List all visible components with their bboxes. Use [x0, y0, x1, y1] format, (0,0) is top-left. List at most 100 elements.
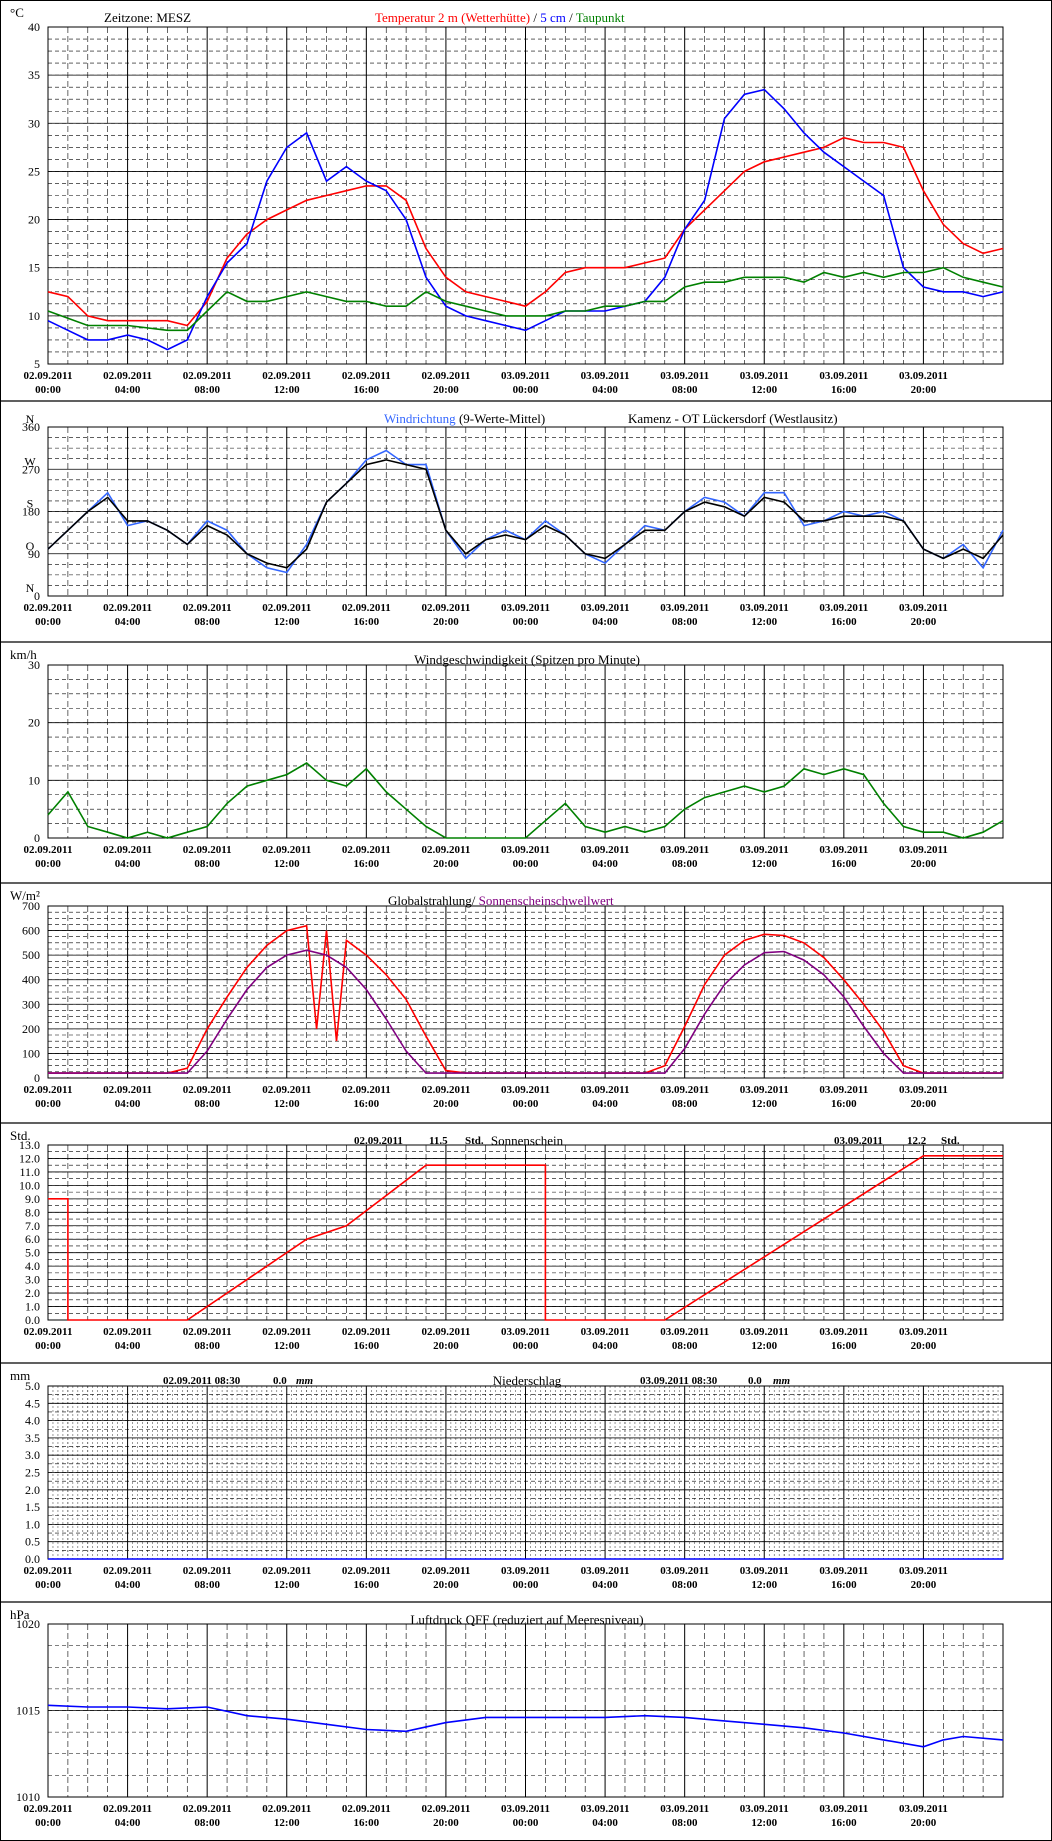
y-tick-label: 5	[34, 357, 40, 371]
x-tick-date: 03.09.2011	[501, 1326, 550, 1338]
x-tick-time: 00:00	[513, 384, 539, 396]
x-tick-date: 02.09.2011	[342, 1565, 391, 1577]
y-tick-label: 1015	[16, 1704, 40, 1718]
x-tick-date: 02.09.2011	[24, 370, 73, 382]
unit-label: hPa	[10, 1607, 30, 1622]
x-tick-time: 16:00	[831, 616, 857, 628]
chart-title-part: /	[530, 10, 540, 25]
x-tick-time: 20:00	[433, 858, 459, 870]
compass-label: N	[26, 581, 35, 595]
y-tick-label: 700	[22, 899, 40, 913]
x-tick-date: 03.09.2011	[740, 1803, 789, 1815]
x-tick-date: 02.09.2011	[103, 1803, 152, 1815]
x-tick-date: 03.09.2011	[581, 1084, 630, 1096]
x-tick-time: 00:00	[35, 1098, 61, 1110]
x-tick-time: 04:00	[592, 1579, 618, 1591]
x-tick-date: 03.09.2011	[740, 844, 789, 856]
x-tick-date: 02.09.2011	[421, 370, 470, 382]
y-tick-label: 400	[22, 973, 40, 987]
x-tick-date: 03.09.2011	[501, 370, 550, 382]
x-tick-time: 08:00	[672, 1098, 698, 1110]
x-tick-date: 02.09.2011	[103, 370, 152, 382]
series-line-pressure-0	[47, 1704, 1004, 1748]
y-tick-label: 300	[22, 997, 40, 1011]
x-tick-date: 03.09.2011	[501, 1565, 550, 1577]
x-tick-time: 08:00	[194, 1340, 220, 1352]
y-tick-label: 10	[28, 309, 40, 323]
x-tick-date: 03.09.2011	[899, 1803, 948, 1815]
x-tick-time: 00:00	[513, 858, 539, 870]
summary-date: 02.09.2011	[354, 1135, 403, 1147]
y-tick-label: 1020	[16, 1617, 40, 1631]
x-tick-time: 12:00	[274, 1579, 300, 1591]
x-tick-time: 20:00	[911, 858, 937, 870]
x-tick-time: 08:00	[194, 1579, 220, 1591]
x-tick-date: 02.09.2011	[262, 1565, 311, 1577]
x-tick-time: 04:00	[592, 1340, 618, 1352]
y-tick-label: 1010	[16, 1790, 40, 1804]
x-tick-date: 02.09.2011	[421, 1565, 470, 1577]
panel-precipitation: 0.00.51.01.52.02.53.03.54.04.55.0mm Niede…	[0, 1368, 1052, 1603]
y-tick-label: 180	[22, 505, 40, 519]
y-tick-label: 30	[28, 658, 40, 672]
y-tick-label: 5.0	[25, 1246, 40, 1260]
x-tick-date: 02.09.2011	[24, 1326, 73, 1338]
y-tick-label: 5.0	[25, 1379, 40, 1393]
x-tick-date: 03.09.2011	[899, 1565, 948, 1577]
x-tick-time: 04:00	[592, 1098, 618, 1110]
x-tick-time: 00:00	[513, 616, 539, 628]
x-tick-time: 16:00	[831, 1579, 857, 1591]
y-tick-label: 30	[28, 116, 40, 130]
x-tick-date: 03.09.2011	[740, 602, 789, 614]
x-tick-time: 16:00	[353, 1579, 379, 1591]
x-tick-time: 08:00	[672, 858, 698, 870]
summary-date: 03.09.2011 08:30	[640, 1375, 718, 1387]
x-tick-date: 03.09.2011	[581, 1803, 630, 1815]
x-tick-date: 03.09.2011	[899, 602, 948, 614]
x-tick-time: 00:00	[513, 1817, 539, 1829]
x-tick-date: 02.09.2011	[421, 1326, 470, 1338]
x-tick-date: 02.09.2011	[342, 1803, 391, 1815]
x-tick-date: 02.09.2011	[342, 370, 391, 382]
x-tick-date: 03.09.2011	[740, 1565, 789, 1577]
chart-title-part: Temperatur 2 m (Wetterhütte)	[375, 10, 530, 25]
y-tick-label: 4.5	[25, 1396, 40, 1410]
compass-label: S	[27, 497, 34, 511]
x-tick-time: 00:00	[513, 1098, 539, 1110]
x-tick-date: 03.09.2011	[581, 1565, 630, 1577]
x-tick-date: 02.09.2011	[183, 1565, 232, 1577]
y-tick-label: 500	[22, 948, 40, 962]
x-tick-time: 16:00	[353, 1817, 379, 1829]
x-tick-date: 03.09.2011	[660, 844, 709, 856]
x-tick-time: 00:00	[35, 858, 61, 870]
x-tick-time: 16:00	[353, 1098, 379, 1110]
x-tick-time: 00:00	[35, 1340, 61, 1352]
y-tick-label: 360	[22, 420, 40, 434]
x-tick-time: 00:00	[35, 1579, 61, 1591]
x-tick-date: 03.09.2011	[660, 1326, 709, 1338]
x-tick-date: 02.09.2011	[24, 844, 73, 856]
x-tick-date: 03.09.2011	[501, 1803, 550, 1815]
y-tick-label: 1.5	[25, 1500, 40, 1514]
x-tick-date: 02.09.2011	[103, 1565, 152, 1577]
x-tick-time: 04:00	[115, 1579, 141, 1591]
x-tick-time: 20:00	[433, 1579, 459, 1591]
y-tick-label: 2.5	[25, 1466, 40, 1480]
y-tick-label: 15	[28, 261, 40, 275]
summary-unit: Std.	[941, 1135, 960, 1147]
series-line-sunshine-0	[48, 1155, 1003, 1321]
y-tick-label: 3.0	[25, 1273, 40, 1287]
x-tick-time: 04:00	[115, 858, 141, 870]
x-tick-date: 02.09.2011	[421, 602, 470, 614]
x-tick-time: 04:00	[115, 1340, 141, 1352]
x-tick-date: 02.09.2011	[183, 1326, 232, 1338]
x-tick-time: 16:00	[831, 1098, 857, 1110]
x-tick-time: 16:00	[353, 616, 379, 628]
y-tick-label: 12.0	[19, 1151, 40, 1165]
x-tick-date: 02.09.2011	[103, 1084, 152, 1096]
x-tick-date: 02.09.2011	[24, 1803, 73, 1815]
chart-title: Windrichtung (9-Werte-Mittel)	[384, 411, 545, 426]
x-tick-time: 04:00	[592, 858, 618, 870]
